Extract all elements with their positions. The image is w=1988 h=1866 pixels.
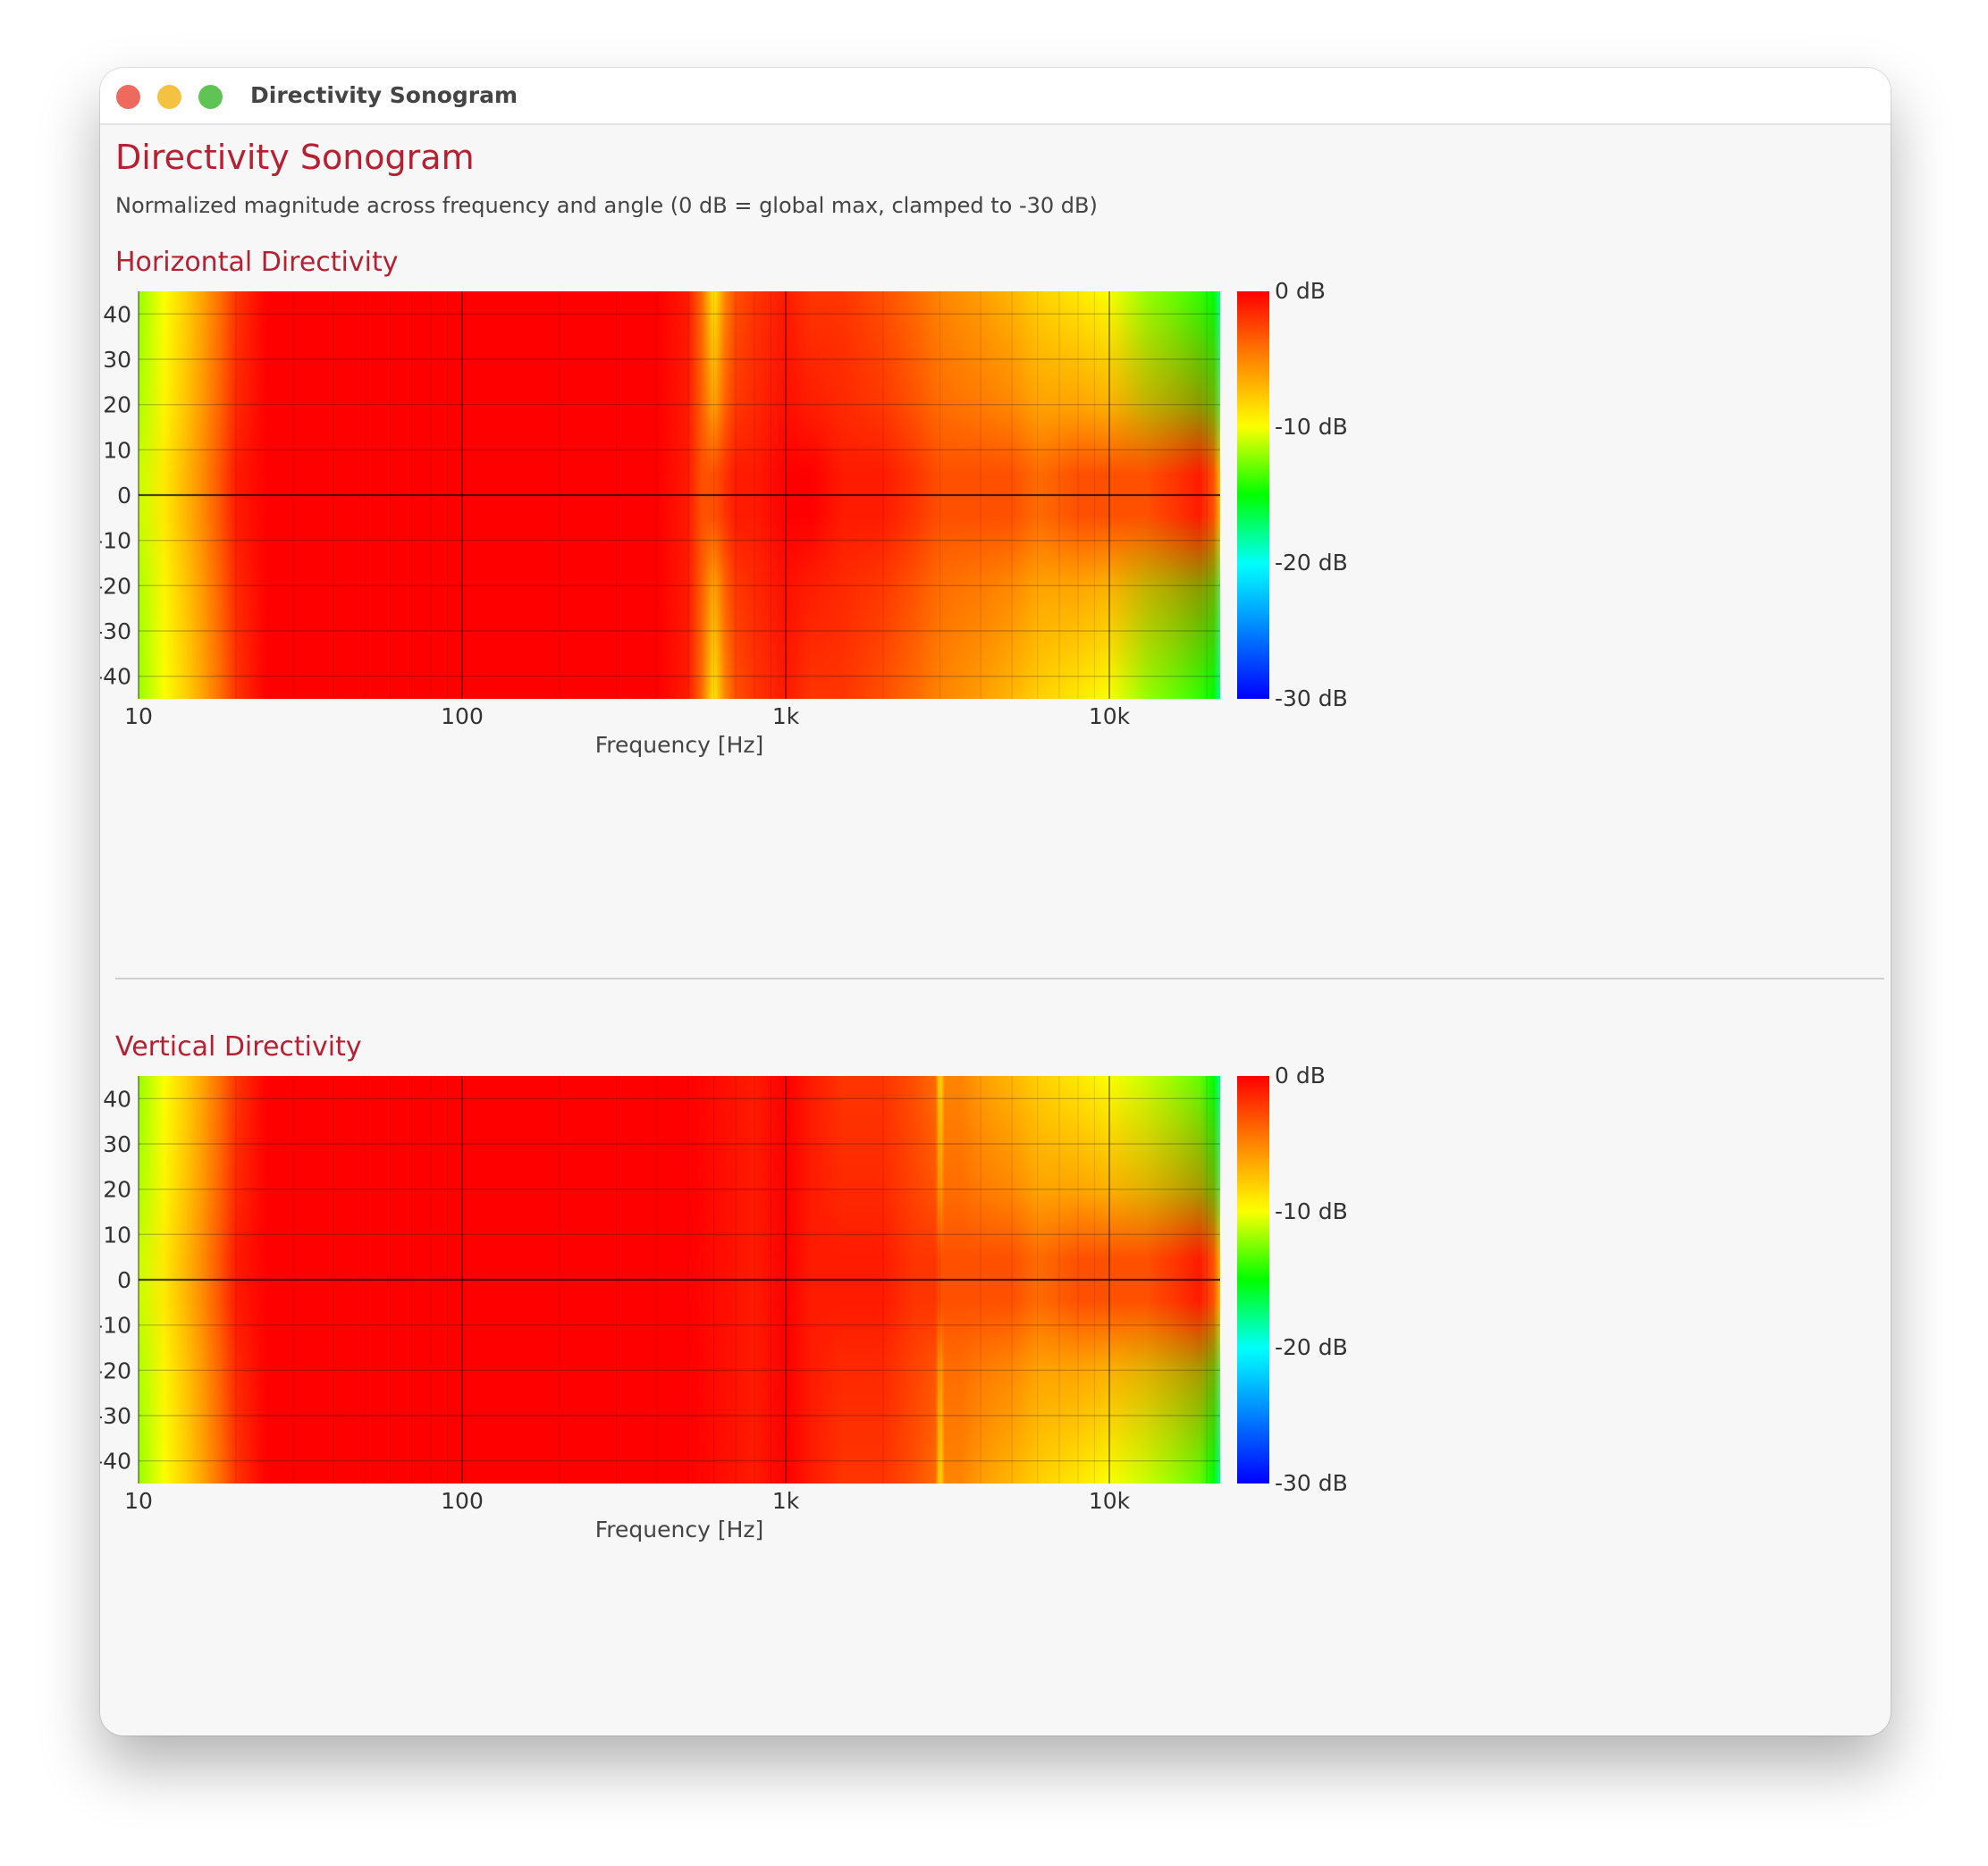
y-tick-label: -40 bbox=[100, 1449, 131, 1475]
zoom-window-button[interactable] bbox=[198, 85, 223, 109]
colorbar-label: -20 dB bbox=[1275, 550, 1348, 576]
y-tick-label: 20 bbox=[103, 1177, 131, 1203]
y-tick-label: 30 bbox=[103, 1131, 131, 1157]
colorbar bbox=[1237, 291, 1269, 699]
x-tick-label: 100 bbox=[441, 1488, 484, 1514]
colorbar-label: -30 dB bbox=[1275, 685, 1348, 711]
x-tick-label: 1k bbox=[772, 1488, 800, 1514]
x-axis-label: Frequency [Hz] bbox=[595, 1517, 764, 1542]
colorbar-label: 0 dB bbox=[1275, 278, 1326, 304]
x-tick-label: 10 bbox=[124, 1488, 153, 1514]
x-axis-label: Frequency [Hz] bbox=[595, 732, 764, 758]
horizontal-directivity-chart: 10 100 1k 10k403020100-10-20-30-40Frequency… bbox=[100, 278, 1348, 758]
y-tick-label: 40 bbox=[103, 1086, 131, 1112]
page-subtitle: Normalized magnitude across frequency an… bbox=[115, 193, 1098, 218]
minimize-window-button[interactable] bbox=[157, 85, 181, 109]
section-divider bbox=[115, 978, 1884, 979]
vertical-section-title: Vertical Directivity bbox=[115, 1031, 362, 1063]
x-tick-label: 10 bbox=[124, 703, 153, 729]
colorbar bbox=[1237, 1076, 1269, 1484]
colorbar-label: -10 dB bbox=[1275, 414, 1348, 440]
x-tick-label: 1k bbox=[772, 703, 800, 729]
y-tick-label: -10 bbox=[100, 528, 131, 554]
y-tick-label: -10 bbox=[100, 1313, 131, 1339]
y-tick-label: 0 bbox=[117, 483, 131, 509]
y-tick-label: 10 bbox=[103, 437, 131, 463]
y-tick-label: 10 bbox=[103, 1222, 131, 1248]
x-tick-label: 10k bbox=[1089, 1488, 1131, 1514]
close-window-button[interactable] bbox=[116, 85, 140, 109]
colorbar-label: -30 dB bbox=[1275, 1470, 1348, 1496]
x-tick-label: 10k bbox=[1089, 703, 1131, 729]
y-tick-label: 40 bbox=[103, 301, 131, 327]
title-bar: Directivity Sonogram bbox=[100, 68, 1891, 125]
page-title: Directivity Sonogram bbox=[115, 138, 475, 177]
y-tick-label: -30 bbox=[100, 1403, 131, 1429]
window-title: Directivity Sonogram bbox=[250, 82, 518, 108]
y-tick-label: -20 bbox=[100, 573, 131, 599]
app-window: Directivity Sonogram Directivity Sonogra… bbox=[100, 68, 1891, 1736]
y-tick-label: 30 bbox=[103, 347, 131, 373]
y-tick-label: 20 bbox=[103, 392, 131, 418]
y-tick-label: -40 bbox=[100, 664, 131, 690]
horizontal-section-title: Horizontal Directivity bbox=[115, 247, 399, 278]
colorbar-label: -20 dB bbox=[1275, 1334, 1348, 1360]
colorbar-label: 0 dB bbox=[1275, 1063, 1326, 1088]
vertical-directivity-chart: 10 100 1k 10k403020100-10-20-30-40Frequency… bbox=[100, 1063, 1348, 1542]
y-tick-label: -30 bbox=[100, 618, 131, 644]
y-tick-label: 0 bbox=[117, 1267, 131, 1293]
x-tick-label: 100 bbox=[441, 703, 484, 729]
colorbar-label: -10 dB bbox=[1275, 1198, 1348, 1224]
y-tick-label: -20 bbox=[100, 1357, 131, 1383]
